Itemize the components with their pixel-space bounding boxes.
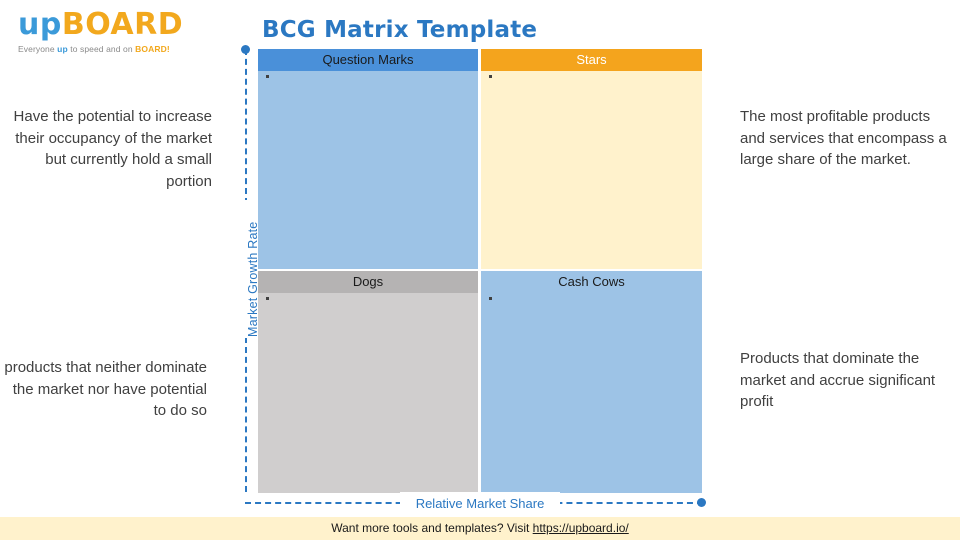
description-stars: The most profitable products and service… bbox=[740, 108, 947, 168]
quadrant-dogs: Dogs bbox=[258, 271, 478, 493]
quadrant-bullet bbox=[489, 75, 492, 78]
vertical-axis-end-dot bbox=[241, 45, 250, 54]
description-dogs: products that neither dominate the marke… bbox=[4, 359, 207, 419]
quadrant-stars: Stars bbox=[481, 49, 702, 269]
quadrant-cash-cows: Cash Cows bbox=[481, 271, 702, 493]
vertical-axis-label: Market Growth Rate bbox=[246, 221, 260, 337]
quadrant-header-stars: Stars bbox=[481, 49, 702, 71]
horizontal-axis-label: Relative Market Share bbox=[400, 492, 560, 514]
quadrant-question-marks: Question Marks bbox=[258, 49, 478, 269]
quadrant-header-dogs: Dogs bbox=[258, 271, 478, 293]
logo-wordmark: upBOARD bbox=[18, 7, 184, 42]
horizontal-axis-end-dot bbox=[697, 498, 706, 507]
description-cash-cows: Products that dominate the market and ac… bbox=[740, 350, 936, 410]
vertical-axis-label-backdrop bbox=[236, 200, 256, 338]
quadrant-header-cash-cows: Cash Cows bbox=[481, 271, 702, 293]
quadrant-bullet bbox=[489, 297, 492, 300]
quadrant-header-question-marks: Question Marks bbox=[258, 49, 478, 71]
quadrant-bullet bbox=[266, 297, 269, 300]
footer-text: Want more tools and templates? Visit bbox=[331, 521, 533, 535]
description-question-marks: Have the potential to increase their occ… bbox=[13, 108, 212, 190]
upboard-logo: upBOARD Everyone up to speed and on BOAR… bbox=[18, 7, 184, 55]
quadrant-bullet bbox=[266, 75, 269, 78]
footer-banner: Want more tools and templates? Visit htt… bbox=[0, 517, 960, 540]
logo-tagline: Everyone up to speed and on BOARD! bbox=[18, 44, 170, 54]
page-title: BCG Matrix Template bbox=[262, 17, 538, 43]
footer-link[interactable]: https://upboard.io/ bbox=[532, 521, 629, 535]
